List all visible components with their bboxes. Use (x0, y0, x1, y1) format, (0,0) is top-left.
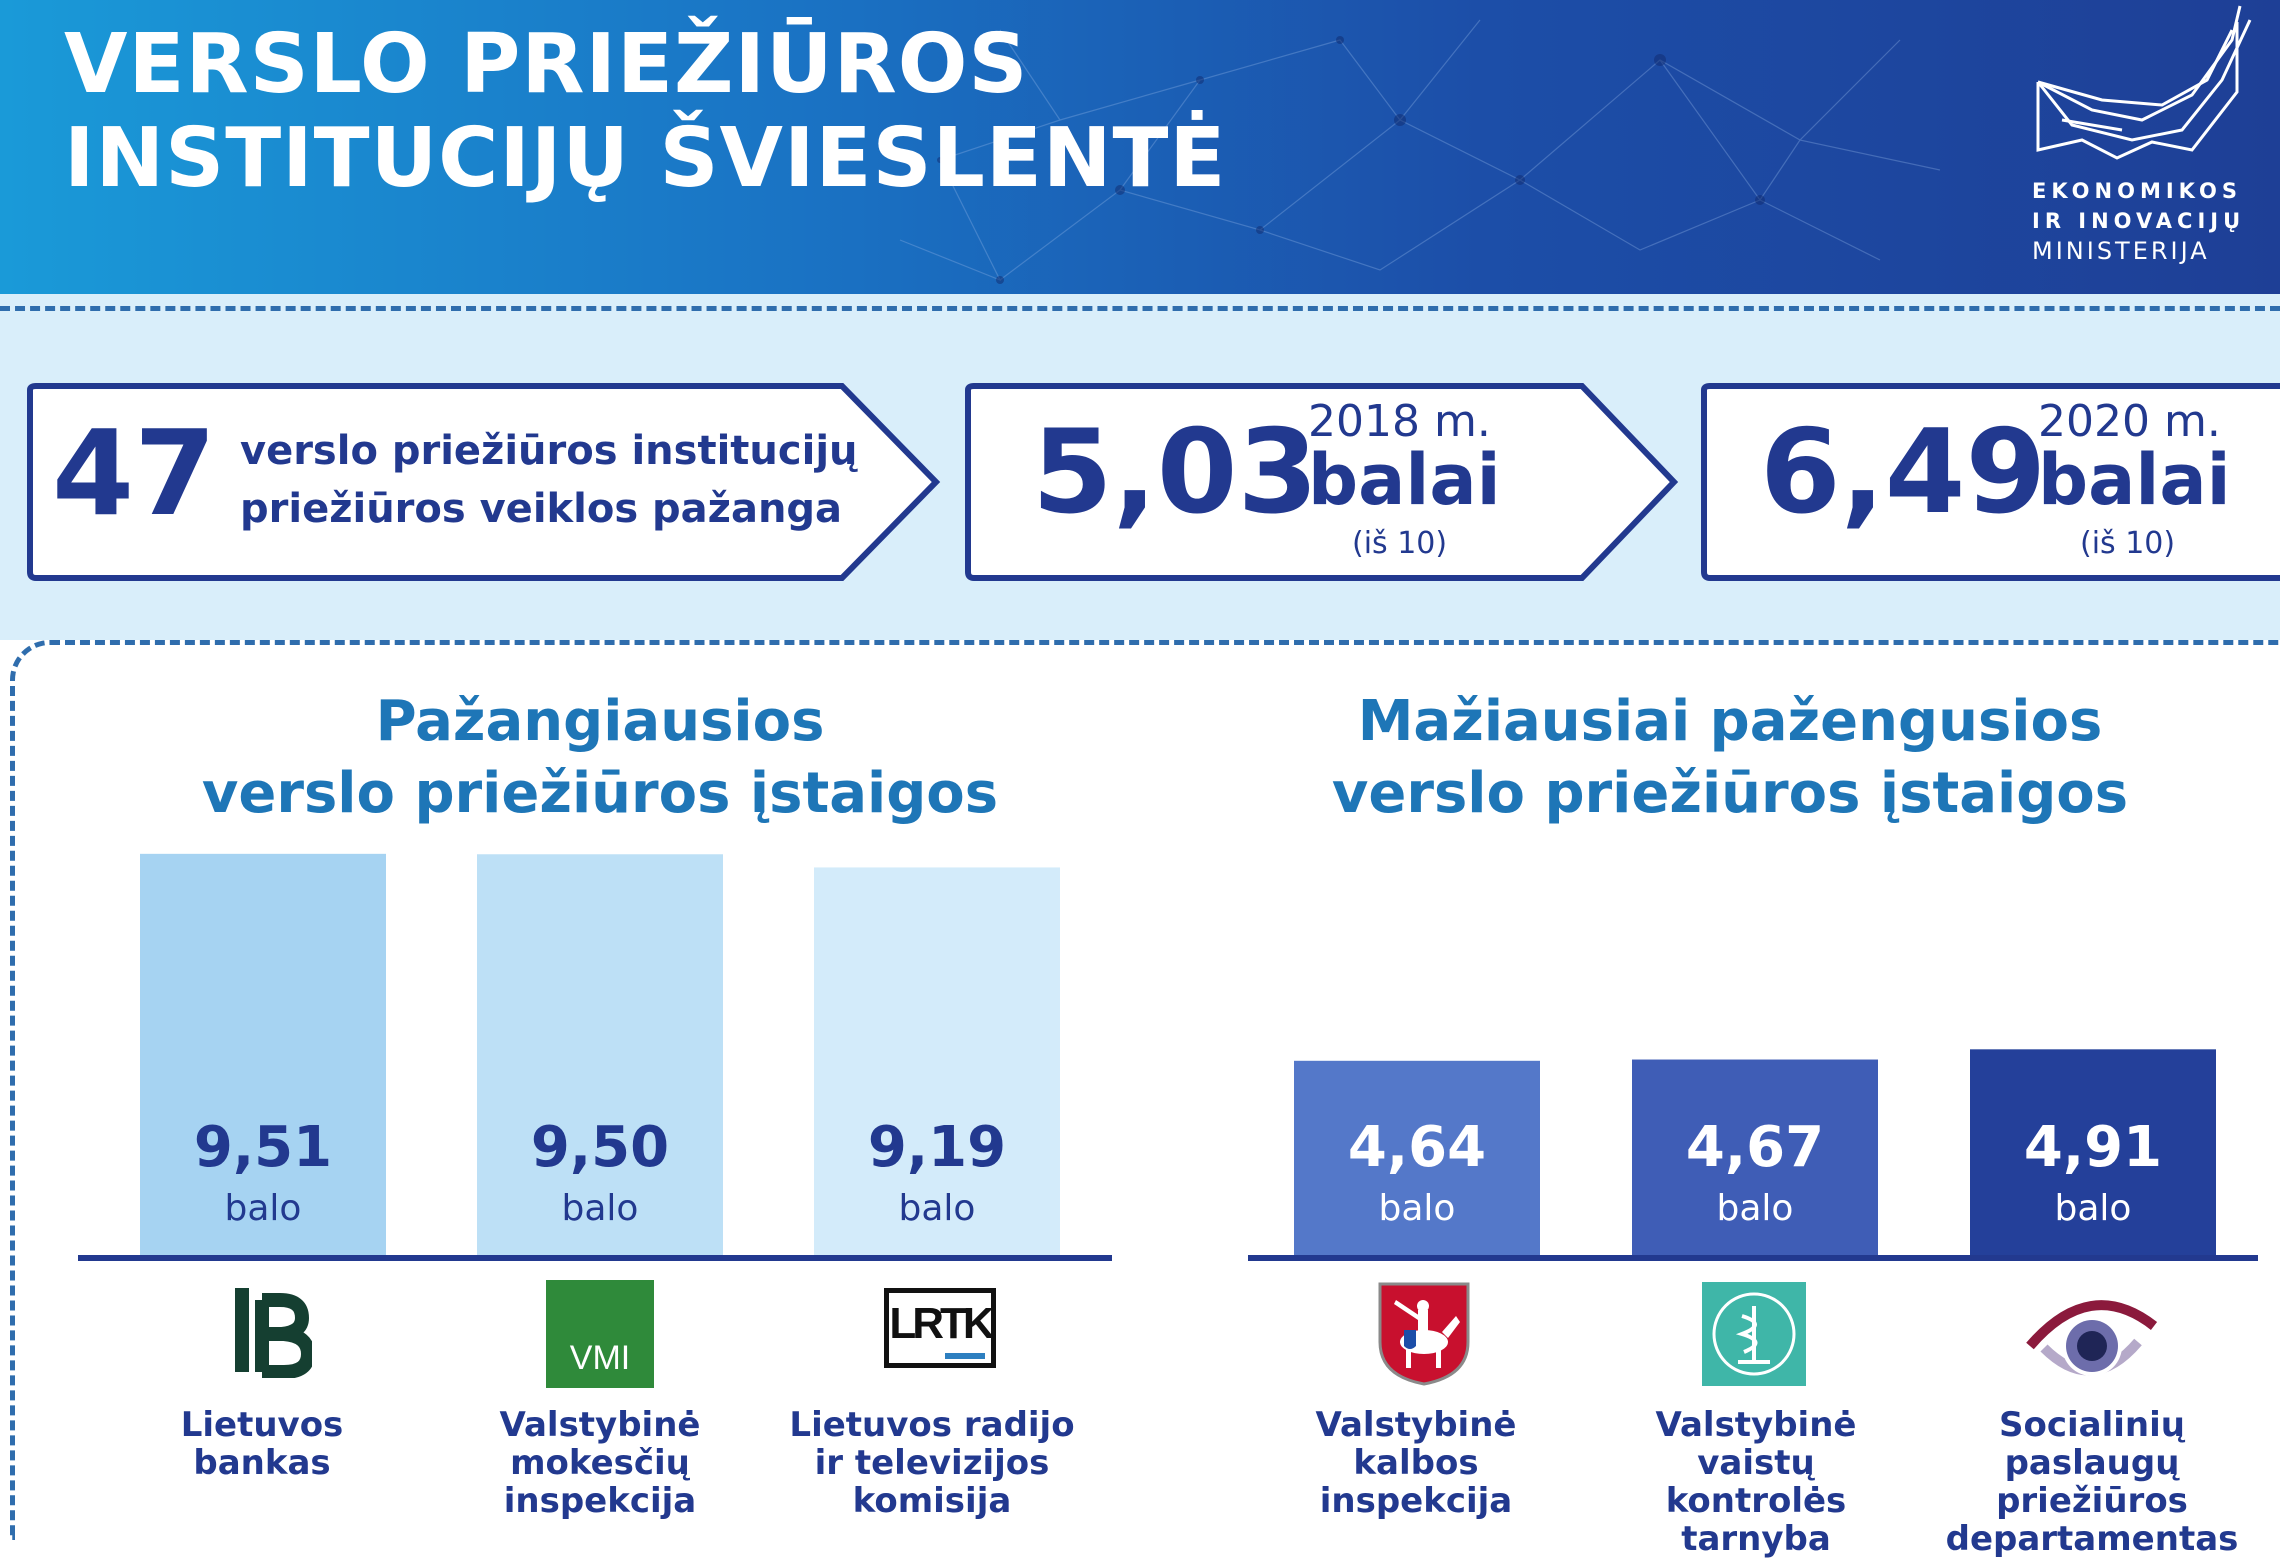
year-2018: 2018 m. (1308, 396, 1491, 447)
best-bar-value-label: 9,51 (194, 1115, 332, 1180)
arrow-box-shape (27, 383, 941, 581)
bank-of-lithuania-logo-icon (228, 1282, 316, 1382)
social-services-eye-logo-icon (2026, 1296, 2158, 1392)
institutions-count-box: 47 verslo priežiūros institucijų priežiū… (24, 382, 944, 582)
institutions-count: 47 (52, 404, 217, 542)
best-bar-unit-label: balo (562, 1188, 639, 1229)
vytis-coat-of-arms-icon (1376, 1280, 1472, 1390)
header-banner: VERSLO PRIEŽIŪROS INSTITUCIJŲ ŠVIESLENTĖ… (0, 0, 2280, 294)
institution-name-line: Valstybinė vaistų (1655, 1405, 1857, 1483)
ministry-line-3: MINISTERIJA (2032, 237, 2210, 265)
institution-name-line: mokesčių (510, 1443, 690, 1483)
best-bar-value-label: 9,50 (531, 1115, 669, 1180)
institution-name-line: Lietuvos (180, 1405, 344, 1445)
lrtk-logo-icon: LRTK (884, 1288, 996, 1368)
best-institution-3: Lietuvos radijo ir televizijos komisija (772, 1406, 1092, 1520)
worst-bar-value-label: 4,64 (1348, 1115, 1486, 1180)
worst-bar-value-label: 4,67 (1686, 1115, 1824, 1180)
scale-2020: (iš 10) (2080, 526, 2176, 561)
worst-bar-unit-label: balo (2055, 1188, 2132, 1229)
ministry-line-1: EKONOMIKOS (2032, 179, 2242, 203)
worst-bar-3 (1970, 1049, 2216, 1258)
worst-institution-1: Valstybinė kalbos inspekcija (1256, 1406, 1576, 1520)
institution-name-line: kontrolės tarnyba (1665, 1481, 1847, 1559)
score-2020-box: 6,49 2020 m. balai (iš 10) (1698, 382, 2280, 582)
ministry-line-2: IR INOVACIJŲ (2032, 209, 2246, 233)
best-bar-3 (814, 867, 1060, 1258)
institution-name-line: komisija (852, 1481, 1012, 1521)
institution-name-line: Socialinių (1999, 1405, 2185, 1445)
worst-bar-unit-label: balo (1717, 1188, 1794, 1229)
best-bar-2 (477, 854, 723, 1258)
bar-charts: 9,51 balo 9,50 balo 9,19 balo 4,64 balo 4,67 balo… (78, 853, 2258, 1261)
best-bar-unit-label: balo (899, 1188, 976, 1229)
unit-2018: balai (1308, 439, 1501, 521)
institution-name-line: bankas (193, 1443, 331, 1483)
lrtk-logo-bar (945, 1353, 985, 1359)
count-description: verslo priežiūros institucijų priežiūros… (240, 422, 858, 538)
worst-bar-value-label: 4,91 (2024, 1115, 2162, 1180)
best-section-title: Pažangiausios verslo priežiūros įstaigos (120, 686, 1080, 830)
title-line-1: VERSLO PRIEŽIŪROS (64, 17, 1029, 112)
best-institution-1: Lietuvos bankas (102, 1406, 422, 1482)
institution-name-line: departamentas (1945, 1519, 2239, 1559)
rankings-panel (10, 640, 2280, 1540)
worst-institution-3: Socialinių paslaugų priežiūros departame… (1922, 1406, 2262, 1558)
vmi-logo-icon: VMI (546, 1280, 654, 1388)
scale-2018: (iš 10) (1352, 526, 1448, 561)
lrtk-logo-text: LRTK (889, 1299, 994, 1348)
institution-name-line: Valstybinė (1315, 1405, 1517, 1445)
best-title-line-1: Pažangiausios (375, 689, 825, 754)
count-text-line-1: verslo priežiūros institucijų (240, 428, 858, 474)
worst-institution-2: Valstybinė vaistų kontrolės tarnyba (1596, 1406, 1916, 1558)
institution-name-line: Lietuvos radijo (789, 1405, 1075, 1445)
institution-name-line: Valstybinė (499, 1405, 701, 1445)
ministry-name: EKONOMIKOS IR INOVACIJŲ MINISTERIJA (2032, 176, 2245, 266)
best-bar-value-label: 9,19 (868, 1115, 1006, 1180)
unit-2020: balai (2038, 439, 2231, 521)
arrow-box-shape (1701, 383, 2280, 581)
page-title: VERSLO PRIEŽIŪROS INSTITUCIJŲ ŠVIESLENTĖ (64, 18, 1226, 206)
worst-bar-unit-label: balo (1379, 1188, 1456, 1229)
worst-section-title: Mažiausiai pažengusios verslo priežiūros… (1250, 686, 2210, 830)
institution-name-line: kalbos inspekcija (1319, 1443, 1513, 1521)
score-2018: 5,03 (1032, 405, 1319, 540)
medicines-control-agency-logo-icon (1702, 1282, 1806, 1386)
network-pattern-decoration (899, 19, 1941, 284)
institution-name-line: ir televizijos (814, 1443, 1050, 1483)
best-bar-1 (140, 853, 386, 1258)
score-2020: 6,49 (1760, 405, 2047, 540)
institution-name-line: inspekcija (503, 1481, 697, 1521)
worst-title-line-1: Mažiausiai pažengusios (1357, 689, 2103, 754)
score-2018-box: 5,03 2018 m. balai (iš 10) (962, 382, 1682, 582)
count-text-line-2: priežiūros veiklos pažanga (240, 486, 843, 532)
dashed-divider (0, 306, 2280, 311)
ministry-logo: EKONOMIKOS IR INOVACIJŲ MINISTERIJA (2032, 0, 2262, 280)
worst-bar-1 (1294, 1060, 1540, 1258)
title-line-2: INSTITUCIJŲ ŠVIESLENTĖ (64, 111, 1227, 206)
year-2020: 2020 m. (2038, 396, 2221, 447)
ministry-emblem-icon (2036, 5, 2252, 160)
best-bar-unit-label: balo (225, 1188, 302, 1229)
worst-bar-2 (1632, 1059, 1878, 1258)
best-title-line-2: verslo priežiūros įstaigos (201, 761, 999, 826)
institution-name-line: paslaugų priežiūros (1996, 1443, 2188, 1521)
worst-title-line-2: verslo priežiūros įstaigos (1331, 761, 2129, 826)
best-institution-2: Valstybinė mokesčių inspekcija (440, 1406, 760, 1520)
arrow-box-shape (965, 383, 1679, 581)
vmi-logo-text: VMI (569, 1339, 631, 1377)
